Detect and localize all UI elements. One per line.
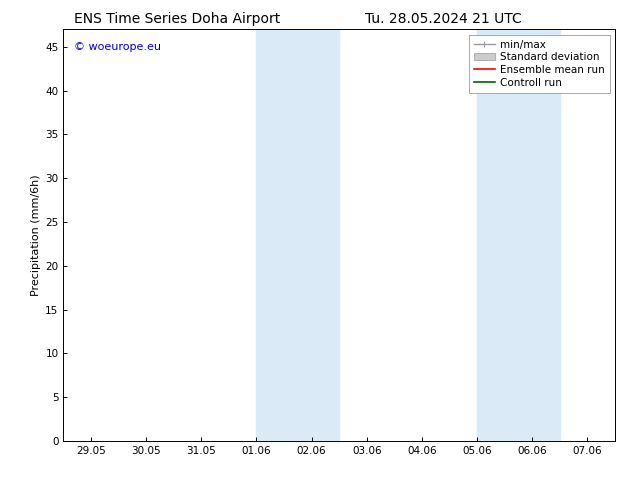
Text: Tu. 28.05.2024 21 UTC: Tu. 28.05.2024 21 UTC [365,12,522,26]
Bar [477,29,560,441]
Y-axis label: Precipitation (mm/6h): Precipitation (mm/6h) [31,174,41,296]
Bar [256,29,339,441]
Text: ENS Time Series Doha Airport: ENS Time Series Doha Airport [74,12,281,26]
Text: © woeurope.eu: © woeurope.eu [74,42,162,52]
Legend: min/max, Standard deviation, Ensemble mean run, Controll run: min/max, Standard deviation, Ensemble me… [469,35,610,93]
